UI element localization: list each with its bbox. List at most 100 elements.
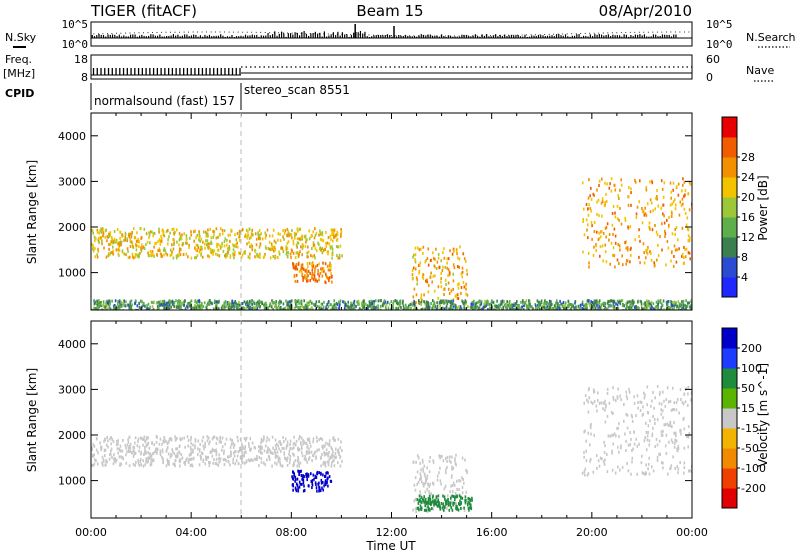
echo-cell [669, 306, 671, 310]
echo-cell [620, 299, 623, 303]
echo-cell [286, 440, 289, 444]
echo-cell [658, 308, 661, 310]
echo-cell [95, 459, 97, 463]
echo-cell [156, 450, 158, 454]
echo-cell [447, 268, 450, 272]
echo-cell [190, 230, 192, 234]
echo-cell [593, 194, 595, 198]
echo-cell [104, 438, 107, 442]
x-tick-label: 00:00 [75, 526, 107, 539]
echo-cell [159, 303, 161, 307]
echo-cell [595, 301, 597, 305]
echo-cell [647, 246, 649, 249]
echo-cell [186, 302, 189, 306]
echo-cell [445, 283, 447, 286]
echo-cell [92, 231, 94, 235]
echo-cell [260, 444, 262, 448]
echo-cell [687, 392, 689, 396]
echo-cell [229, 239, 231, 243]
echo-cell [335, 447, 337, 451]
echo-cell [301, 270, 303, 274]
echo-cell [587, 472, 590, 476]
echo-cell [592, 304, 595, 308]
echo-cell [663, 308, 665, 310]
echo-cell [458, 488, 460, 491]
echo-cell [647, 299, 650, 303]
echo-cell [108, 299, 111, 303]
echo-cell [600, 230, 602, 234]
echo-cell [606, 387, 609, 391]
echo-cell [143, 453, 145, 456]
echo-cell [421, 458, 424, 462]
echo-cell [690, 470, 692, 474]
echo-cell [570, 307, 572, 310]
echo-cell [671, 308, 674, 310]
echo-cell [141, 243, 143, 247]
echo-cell [199, 454, 202, 458]
echo-cell [94, 255, 97, 259]
echo-cell [428, 470, 431, 474]
echo-cell [282, 302, 285, 306]
echo-cell [134, 299, 137, 303]
echo-cell [620, 444, 622, 448]
echo-cell [514, 307, 516, 310]
echo-cell [677, 182, 680, 186]
echo-cell [302, 276, 304, 279]
echo-cell [433, 300, 435, 304]
echo-cell [320, 471, 322, 475]
echo-cell [511, 306, 514, 310]
echo-cell [428, 308, 431, 310]
echo-cell [102, 308, 104, 310]
echo-cell [331, 274, 333, 278]
echo-cell [450, 299, 452, 303]
echo-cell [114, 457, 116, 461]
echo-cell [305, 268, 308, 272]
echo-cell [202, 240, 204, 244]
echo-cell [436, 474, 439, 478]
echo-cell [312, 241, 315, 245]
echo-cell [671, 300, 673, 304]
echo-cell [606, 307, 609, 310]
echo-cell [508, 304, 510, 308]
echo-cell [587, 299, 590, 303]
echo-cell [443, 293, 445, 296]
echo-cell [250, 235, 252, 239]
echo-cell [675, 401, 678, 404]
echo-cell [259, 233, 261, 237]
echo-cell [171, 448, 173, 452]
echo-cell [424, 260, 427, 264]
echo-cell [199, 248, 201, 252]
echo-cell [618, 435, 620, 438]
echo-cell [611, 433, 613, 437]
echo-cell [177, 455, 179, 458]
echo-cell [609, 182, 611, 186]
echo-cell [279, 463, 282, 467]
echo-cell [437, 498, 440, 502]
echo-cell [251, 244, 254, 248]
echo-cell [231, 299, 234, 303]
echo-cell [304, 244, 307, 248]
echo-cell [158, 227, 160, 231]
echo-cell [434, 304, 437, 308]
echo-cell [200, 253, 202, 257]
echo-cell [148, 452, 151, 456]
echo-cell [611, 468, 614, 472]
echo-cell [644, 301, 646, 305]
echo-cell [216, 301, 218, 305]
echo-cell [656, 233, 659, 237]
echo-cell [189, 445, 192, 449]
echo-cell [248, 442, 250, 446]
echo-cell [96, 305, 98, 309]
echo-cell [598, 299, 601, 303]
echo-cell [449, 455, 451, 459]
echo-cell [233, 451, 235, 455]
echo-cell [233, 256, 235, 260]
echo-cell [235, 238, 238, 242]
echo-cell [93, 235, 96, 239]
echo-cell [619, 394, 621, 398]
echo-cell [118, 447, 121, 451]
echo-cell [318, 448, 320, 452]
echo-cell [629, 225, 632, 228]
echo-cell [301, 273, 304, 276]
echo-cell [271, 305, 273, 309]
